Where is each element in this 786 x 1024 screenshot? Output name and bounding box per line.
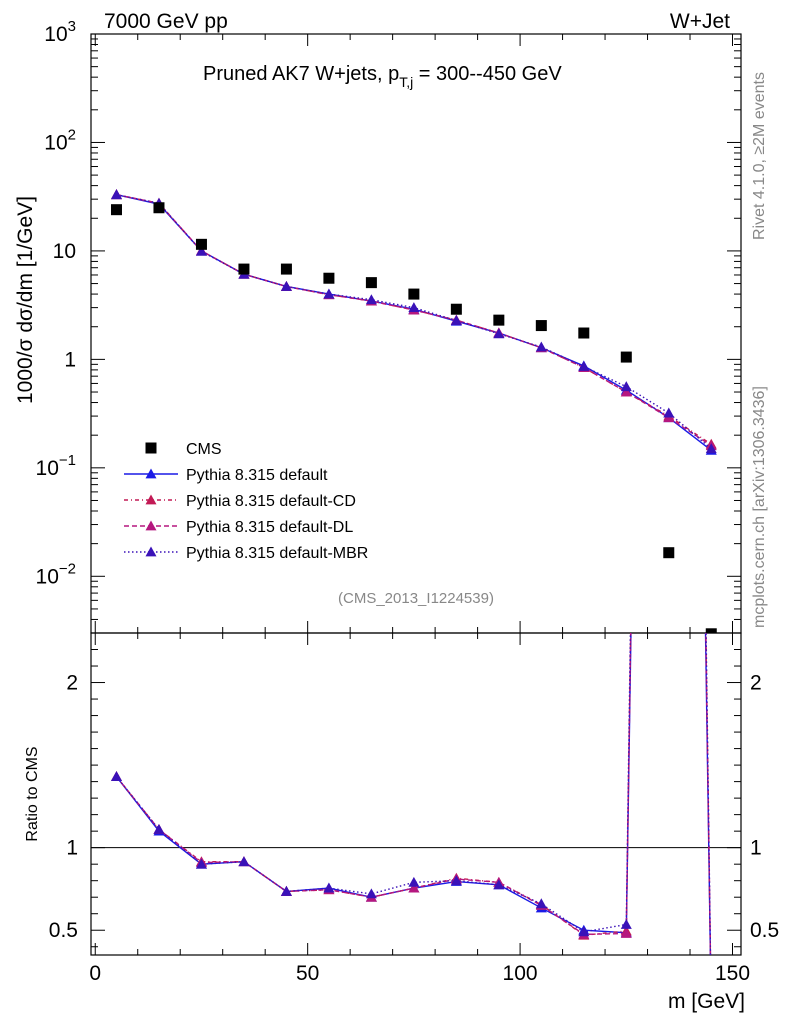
y-tick-label-left: 1 [66, 837, 78, 860]
series-marker-3 [663, 407, 675, 418]
legend-label: Pythia 8.315 default [186, 467, 328, 484]
y-tick-label-left: 0.5 [49, 919, 78, 942]
series-line-0 [116, 193, 712, 451]
lower-plot-frame [90, 632, 742, 956]
legend: CMS Pythia 8.315 default Pythia 8.315 defa… [124, 441, 368, 562]
data-marker [323, 272, 335, 284]
ratio-marker-3 [153, 824, 165, 834]
series-line-1 [116, 193, 712, 445]
series-marker-3 [280, 280, 292, 291]
legend-marker-2 [145, 520, 157, 531]
ratio-marker-3 [450, 875, 462, 886]
data-marker [620, 351, 632, 363]
legend-marker-cms [145, 442, 157, 454]
ratio-marker-3 [408, 876, 420, 887]
series-line-3 [116, 193, 712, 450]
series-marker-3 [365, 294, 377, 305]
data-marker [705, 628, 717, 633]
series-marker-3 [578, 360, 590, 371]
header-right: W+Jet [670, 10, 730, 33]
ratio-marker-2 [408, 882, 420, 893]
y-tick-label: 10−1 [36, 452, 76, 480]
legend-marker-0 [145, 468, 157, 479]
data-marker [365, 277, 377, 289]
data-marker [110, 204, 122, 216]
legend-label: Pythia 8.315 default-CD [186, 493, 356, 510]
plot-title: Pruned AK7 W+jets, pT,j = 300--450 GeV [203, 63, 562, 90]
series-marker-3 [408, 302, 420, 313]
upper-y-axis-label: 1000/σ dσ/dm [1/GeV] [14, 196, 37, 404]
y-tick-label: 10 [53, 240, 76, 263]
rivet-version-label: Rivet 4.1.0, ≥2M events [751, 72, 768, 240]
x-tick-label: 150 [715, 962, 750, 985]
x-axis-label: m [GeV] [668, 990, 745, 1013]
legend-marker-3 [145, 546, 157, 557]
upper-plot-area [110, 189, 717, 633]
ratio-marker-3 [238, 856, 250, 867]
series-line-2 [116, 193, 712, 447]
mcplots-url-label: mcplots.cern.ch [arXiv:1306.3436] [751, 386, 768, 628]
ratio-marker-3 [620, 918, 632, 929]
ratio-marker-3 [535, 898, 547, 909]
legend-marker-1 [145, 494, 157, 505]
legend-label: Pythia 8.315 default-DL [186, 519, 353, 536]
y-tick-label: 102 [44, 126, 76, 154]
series-marker-3 [323, 288, 335, 299]
header-left: 7000 GeV pp [104, 10, 228, 33]
ratio-marker-3 [493, 879, 505, 890]
data-marker [450, 303, 462, 315]
y-tick-label-right: 1 [750, 837, 762, 860]
data-marker [578, 327, 590, 339]
y-tick-label-left: 2 [66, 672, 78, 695]
data-marker [153, 202, 165, 214]
series-marker-3 [705, 443, 717, 454]
data-marker [493, 314, 505, 326]
upper-plot-frame [90, 33, 742, 634]
series-marker-3 [493, 328, 505, 339]
series-marker-3 [620, 381, 632, 392]
ratio-marker-3 [280, 885, 292, 896]
x-axis-ticks: 0 50 100 150 [89, 34, 750, 985]
ratio-marker-2 [620, 928, 632, 938]
lower-axes: 0.5 0.5 1 1 2 2 [49, 649, 779, 948]
lower-y-axis-label: Ratio to CMS [24, 746, 41, 841]
x-tick-label: 100 [503, 962, 538, 985]
y-tick-label: 1 [64, 348, 76, 371]
series-marker-3 [535, 341, 547, 352]
data-marker [280, 263, 292, 275]
ratio-marker-3 [195, 858, 207, 869]
legend-label: CMS [186, 441, 222, 458]
data-marker [238, 263, 250, 275]
series-marker-3 [110, 189, 122, 200]
y-tick-label-right: 2 [750, 672, 762, 695]
data-marker [535, 320, 547, 332]
ratio-marker-3 [323, 882, 335, 893]
legend-label: Pythia 8.315 default-MBR [186, 545, 368, 562]
ratio-line-3 [115, 633, 712, 955]
analysis-id: (CMS_2013_I1224539) [338, 590, 494, 607]
data-marker [195, 238, 207, 250]
x-tick-label: 50 [296, 962, 319, 985]
ratio-marker-3 [578, 926, 590, 937]
series-marker-3 [195, 245, 207, 256]
y-tick-label: 103 [44, 18, 76, 46]
y-tick-label: 10−2 [36, 560, 76, 588]
series-marker-3 [450, 315, 462, 325]
x-tick-label: 0 [89, 962, 101, 985]
data-marker [408, 288, 420, 300]
y-tick-label-right: 0.5 [750, 919, 779, 942]
series-marker-2 [620, 386, 632, 397]
data-marker [663, 547, 675, 559]
ratio-marker-3 [110, 771, 122, 782]
ratio-marker-3 [365, 888, 377, 899]
lower-plot-area [110, 633, 712, 955]
